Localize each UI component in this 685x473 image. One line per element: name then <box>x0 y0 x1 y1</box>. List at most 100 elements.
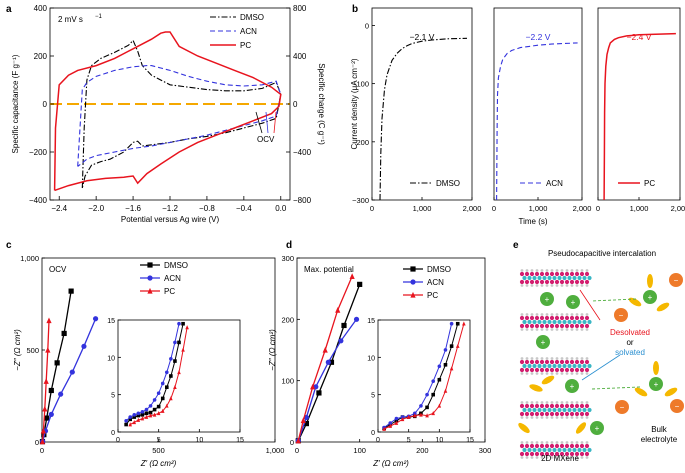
solvated-pointer <box>581 354 621 381</box>
termination-atom <box>555 416 559 419</box>
titanium-atom <box>534 443 540 449</box>
inset-point-d-pc <box>419 412 423 417</box>
carbon-atom <box>537 319 542 325</box>
termination-atom <box>555 269 559 272</box>
solvent-molecule <box>529 384 543 392</box>
carbon-atom <box>582 275 587 281</box>
termination-atom <box>520 401 524 404</box>
termination-atom <box>565 284 569 287</box>
termination-atom <box>530 372 534 375</box>
carbon-atom <box>542 319 547 325</box>
termination-atom <box>520 357 524 360</box>
termination-atom <box>575 357 579 360</box>
inset-point-c-dmso <box>160 396 165 401</box>
titanium-atom <box>579 279 585 285</box>
titanium-atom <box>549 323 555 329</box>
carbon-atom <box>572 275 577 281</box>
termination-atom <box>535 401 539 404</box>
inset-y-tick-label-d: 5 <box>371 393 375 400</box>
titanium-atom <box>569 359 575 365</box>
inset-x-tick-label-c: 10 <box>195 437 203 444</box>
inset-point-c-dmso <box>136 413 141 418</box>
x-axis-label-d: Z′ (Ω cm²) <box>372 459 409 468</box>
termination-atom <box>570 328 574 331</box>
series-line-b-acn <box>496 42 578 201</box>
termination-atom <box>565 269 569 272</box>
termination-atom <box>530 456 534 459</box>
inset-point-d-pc <box>400 417 405 422</box>
termination-atom <box>570 441 574 444</box>
voltage-label-pc: −2.4 V <box>627 32 652 42</box>
termination-atom <box>530 313 534 316</box>
inset-y-tick-label-d: 10 <box>367 355 375 362</box>
titanium-atom <box>554 279 560 285</box>
carbon-atom <box>582 407 587 413</box>
titanium-atom <box>554 443 560 449</box>
scan-rate-label: 2 mV s <box>58 15 83 24</box>
titanium-atom <box>524 443 530 449</box>
legend-label-d-dmso: DMSO <box>427 265 451 274</box>
inset-y-tick-label-c: 15 <box>107 318 115 325</box>
inset-point-d-pc <box>437 403 442 408</box>
termination-atom <box>525 357 529 360</box>
inset-point-c-pc <box>132 419 137 425</box>
titanium-atom <box>524 411 530 417</box>
legend-marker-c-pc <box>147 287 153 294</box>
series-line-a-dmso <box>81 39 282 189</box>
titanium-atom <box>579 403 585 409</box>
termination-atom <box>545 357 549 360</box>
panel-d-frame <box>296 257 486 443</box>
termination-atom <box>585 456 589 459</box>
titanium-atom <box>529 451 535 457</box>
carbon-atom <box>547 363 552 369</box>
titanium-atom <box>574 367 580 373</box>
titanium-atom <box>539 323 545 329</box>
titanium-atom <box>524 279 530 285</box>
x-tick-label-c: 1,000 <box>266 446 285 455</box>
mxene-sheet <box>519 357 592 375</box>
series-line-d-pc <box>297 276 353 441</box>
termination-atom <box>550 313 554 316</box>
titanium-atom <box>559 403 565 409</box>
titanium-atom <box>524 367 530 373</box>
titanium-atom <box>539 443 545 449</box>
termination-atom <box>560 269 564 272</box>
y-tick-label-b: −200 <box>352 138 369 147</box>
titanium-atom <box>534 359 540 365</box>
data-point-c-dmso <box>54 360 60 366</box>
termination-atom <box>545 416 549 419</box>
termination-atom <box>550 416 554 419</box>
legend-marker-c-acn <box>147 275 153 281</box>
termination-atom <box>555 313 559 316</box>
termination-atom <box>585 328 589 331</box>
termination-atom <box>555 372 559 375</box>
titanium-atom <box>519 367 525 373</box>
carbon-atom <box>587 319 592 325</box>
termination-atom <box>585 284 589 287</box>
inset-point-d-acn <box>437 364 442 369</box>
data-point-d-dmso <box>328 359 335 365</box>
titanium-atom <box>549 443 555 449</box>
y2-axis-label-a: Specific charge (C g⁻¹) <box>317 63 326 145</box>
schematic-title: Pseudocapacitive intercalation <box>548 249 656 258</box>
data-point-d-pc <box>295 437 301 444</box>
titanium-atom <box>534 271 540 277</box>
carbon-atom <box>522 447 527 453</box>
legend-label-c-acn: ACN <box>164 274 181 283</box>
inset-point-c-pc <box>140 416 145 421</box>
inset-point-d-pc <box>431 411 435 416</box>
termination-atom <box>560 441 564 444</box>
carbon-atom <box>567 363 572 369</box>
x-tick-label-b: 2,000 <box>573 204 592 213</box>
series-line-d-dmso <box>297 284 361 442</box>
termination-atom <box>565 372 569 375</box>
titanium-atom <box>559 279 565 285</box>
intercalated-cation <box>566 295 580 309</box>
carbon-atom <box>587 363 592 369</box>
legend-marker-c-dmso <box>147 262 153 268</box>
titanium-atom <box>584 403 590 409</box>
termination-atom <box>545 456 549 459</box>
titanium-atom <box>549 315 555 321</box>
titanium-atom <box>544 271 550 277</box>
x-tick-label-d: 300 <box>479 446 492 455</box>
